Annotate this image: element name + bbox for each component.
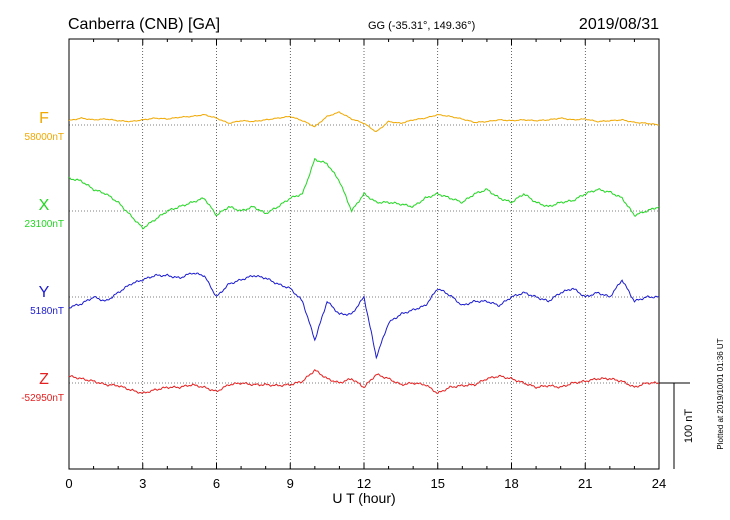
- chart-date: 2019/08/31: [579, 16, 659, 33]
- gridlines: [69, 39, 659, 469]
- series-line-y: [68, 272, 660, 360]
- scale-bar-label: 100 nT: [683, 409, 695, 444]
- x-tick-label: 6: [213, 476, 220, 491]
- x-tick-label: 9: [287, 476, 294, 491]
- series-baseline-x: 23100nT: [25, 219, 64, 230]
- x-tick-label: 15: [431, 476, 445, 491]
- x-axis-ticks: 0 3 6 9 12 15 18 21 24: [65, 39, 666, 491]
- x-tick-label: 12: [357, 476, 371, 491]
- series-line-x: [68, 157, 660, 230]
- series-line-f: [68, 111, 660, 133]
- series-group: [68, 111, 660, 395]
- x-tick-label: 0: [65, 476, 72, 491]
- series-baseline-z: -52950nT: [21, 393, 64, 404]
- plotted-timestamp: Plotted at 2019/10/01 01:36 UT: [716, 338, 725, 449]
- scale-bar: 100 nT: [659, 382, 695, 469]
- x-tick-label: 3: [139, 476, 146, 491]
- series-baseline-f: 58000nT: [25, 132, 64, 143]
- series-labels: F 58000nT X 23100nT Y 5180nT Z -52950nT: [21, 110, 64, 404]
- series-name-z: Z: [39, 371, 49, 388]
- series-name-y: Y: [39, 284, 50, 301]
- x-axis-label: U T (hour): [332, 490, 395, 506]
- x-tick-label: 18: [504, 476, 518, 491]
- series-line-z: [68, 368, 660, 395]
- station-coordinates: GG (-35.31°, 149.36°): [368, 20, 475, 32]
- series-name-x: X: [39, 197, 50, 214]
- series-name-f: F: [39, 110, 49, 127]
- x-tick-label: 24: [652, 476, 666, 491]
- chart-title: Canberra (CNB) [GA]: [68, 16, 220, 33]
- x-tick-label: 21: [578, 476, 592, 491]
- plot-frame: [68, 38, 660, 470]
- series-baseline-y: 5180nT: [30, 306, 64, 317]
